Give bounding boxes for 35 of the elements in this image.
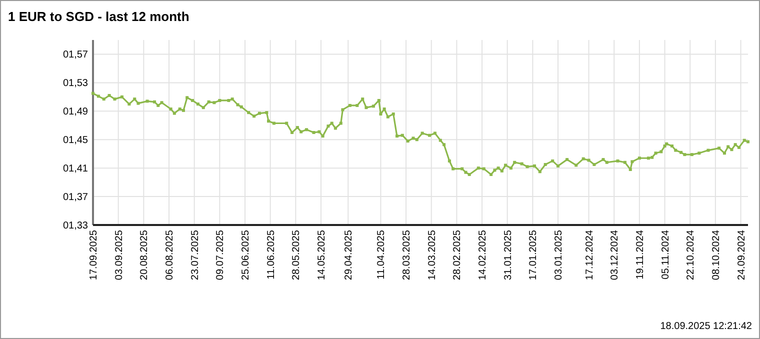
x-tick-label: 31.01.2025 [502,230,514,280]
x-tick-label: 17.09.2025 [88,230,100,280]
y-tick-label: 01,33 [62,220,88,232]
x-tick-label: 14.05.2025 [316,230,328,280]
x-tick-label: 11.04.2025 [376,230,388,280]
x-tick-label: 09.07.2025 [215,230,226,280]
y-tick-label: 01,57 [62,50,88,61]
x-tick-label: 20.08.2025 [139,230,150,280]
x-tick-label: 22.10.2024 [686,230,697,280]
y-tick-label: 01,37 [62,192,88,204]
x-tick-label: 14.03.2025 [426,230,438,280]
x-tick-label: 06.08.2025 [164,230,176,280]
x-tick-label: 03.09.2025 [114,230,125,280]
y-tick-label: 01,49 [62,106,88,118]
x-tick-label: 11.06.2025 [266,230,277,280]
x-tick-label: 24.09.2024 [736,230,748,280]
y-tick-label: 01,53 [62,78,88,90]
x-tick-label: 08.10.2024 [710,230,722,280]
x-tick-label: 03.01.2025 [554,230,565,280]
x-tick-label: 28.02.2025 [452,230,464,280]
x-tick-label: 17.12.2024 [584,230,596,280]
y-tick-label: 01,41 [62,164,88,175]
x-tick-label: 29.04.2025 [344,230,355,280]
x-tick-label: 19.11.2024 [634,230,646,280]
x-tick-label: 25.06.2025 [240,230,252,280]
x-tick-label: 05.11.2024 [660,230,672,280]
x-tick-label: 28.03.2025 [402,230,413,280]
x-tick-label: 14.02.2025 [478,230,489,280]
x-tick-label: 17.01.2025 [528,230,540,280]
x-tick-label: 28.05.2025 [291,230,302,280]
y-tick-label: 01,45 [62,135,88,146]
chart-title: 1 EUR to SGD - last 12 month [8,9,190,24]
text: 18.09.2025 12:21:42 [660,321,752,332]
x-tick-label: 23.07.2025 [190,230,201,280]
x-tick-label: 03.12.2024 [610,230,621,280]
